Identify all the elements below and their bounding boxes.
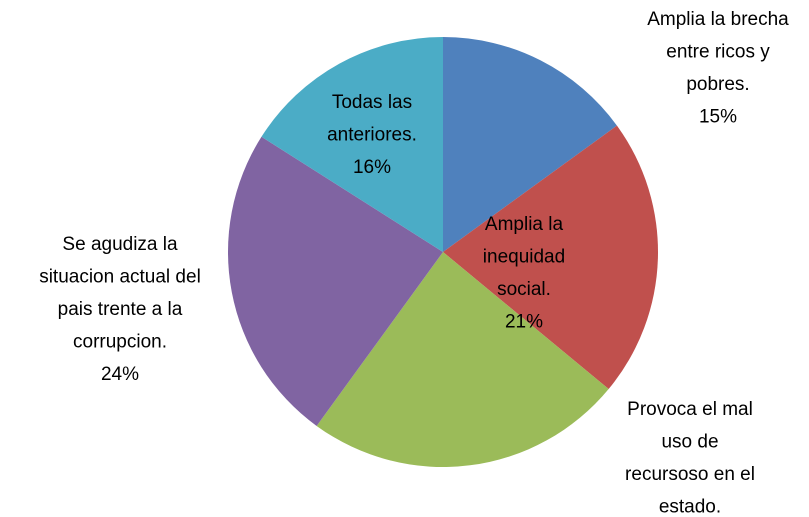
slice-label: Provoca el mal bbox=[627, 399, 753, 420]
pie-slice bbox=[227, 136, 443, 426]
slice-label: situacion actual del bbox=[39, 267, 201, 288]
value-label: 24% bbox=[101, 364, 139, 385]
slice-label: recursoso en el bbox=[625, 464, 755, 485]
pie-slice bbox=[443, 37, 617, 252]
slice-label: pobres. bbox=[686, 74, 749, 95]
slice-label: Se agudiza la bbox=[62, 234, 178, 255]
slice-label: estado. bbox=[659, 497, 721, 517]
value-label: 21% bbox=[505, 312, 543, 333]
pie-slice bbox=[316, 252, 609, 467]
value-label: 15% bbox=[699, 107, 737, 128]
slice-label: corrupcion. bbox=[73, 332, 167, 353]
slice-label: inequidad bbox=[483, 247, 565, 268]
slice-label: entre ricos y bbox=[666, 42, 770, 63]
slice-label: pais trente a la bbox=[58, 299, 183, 320]
pie-slice bbox=[443, 125, 658, 390]
slice-label: Amplia la bbox=[485, 214, 564, 235]
slice-label: Todas las bbox=[332, 92, 412, 113]
slice-label: Amplia la brecha bbox=[647, 9, 789, 30]
slice-label: uso de bbox=[661, 432, 718, 453]
slice-label: social. bbox=[497, 279, 551, 300]
slice-label: anteriores. bbox=[327, 125, 417, 146]
value-label: 16% bbox=[353, 157, 391, 178]
pie-slice bbox=[261, 37, 443, 252]
